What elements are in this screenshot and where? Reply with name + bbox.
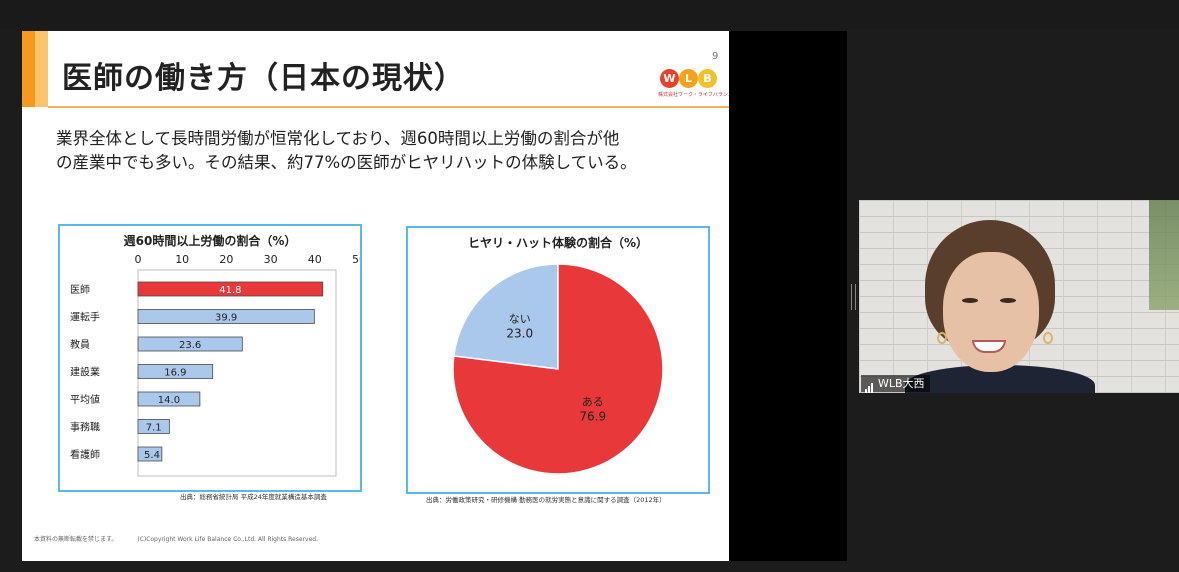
intro-line-1: 業界全体として長時間労働が恒常化しており、週60時間以上労働の割合が他 [56,129,620,148]
category-label: 運転手 [70,311,100,324]
category-label: 看護師 [70,448,100,461]
bar [137,364,214,379]
bar-value-label: 5.4 [144,450,160,461]
title-underline [48,106,729,108]
logo-letter-b: B [698,69,717,88]
logo-letter-w: W [660,69,679,88]
participant-name-label: WLB大西 [861,375,930,393]
bar [137,391,201,407]
participant-face [943,252,1039,372]
pie-chart-title: ヒヤリ・ハット体験の割合（%） [467,236,649,250]
bar-chart-title: 週60時間以上労働の割合（%） [123,234,297,248]
bar-chart: 0 10 20 30 40 50 医師 41.8 運転手 39.9 教員 23.6 建設業 16.9 平均値… [70,253,360,477]
panel-resize-handle[interactable] [851,284,856,310]
bar-value-label: 7.1 [146,423,162,434]
category-label: 医師 [70,283,90,296]
participant-eye-left [962,298,978,303]
title-accent-bar [22,31,35,107]
bar [137,336,243,352]
plant [1149,200,1179,310]
category-label: 平均値 [70,393,100,406]
bar-chart-source: 出典：総務省統計局 平成24年度就業構造基本調査 [180,493,327,501]
bar-chart-panel: 週60時間以上労働の割合（%） 0 10 20 30 40 50 医師 41.8 運転手 39.9… [58,224,362,492]
bar [137,446,163,462]
page-number: 9 [712,51,719,62]
signal-bars-icon [865,376,874,393]
top-bar [0,0,1179,30]
participant-video-tile[interactable]: WLB大西 [859,200,1179,393]
bar [137,419,170,434]
x-tick-label: 0 [135,253,142,266]
earring-right [1043,332,1053,344]
footer-note: 本資料の無断転載を禁じます。 [34,536,118,543]
category-label: 建設業 [70,366,100,379]
logo-letter-l: L [679,69,698,88]
participant-eye-right [1000,298,1016,303]
bar-value-label: 14.0 [158,395,180,406]
x-tick-label: 10 [175,253,189,266]
x-tick-label: 30 [264,253,278,266]
intro-line-2: の産業中でも多い。その結果、約77%の医師がヒヤリハットの体験している。 [56,153,637,172]
bar-value-label: 23.6 [179,340,201,351]
category-label: 教員 [70,338,90,351]
x-tick-label: 50 [352,253,360,266]
participant-name: WLB大西 [878,377,925,390]
pie-slice [452,263,559,370]
slide-letterbox [729,31,847,561]
bar [137,281,324,297]
bar [137,309,315,324]
wlb-logo: W L B 株式会社ワーク・ライフバランス [658,69,729,103]
pie-slice [452,263,664,475]
slide-title: 医師の働き方（日本の現状） [62,61,465,96]
logo-subtitle: 株式会社ワーク・ライフバランス [658,92,729,98]
footer-copyright: (C)Copyright Work Life Balance Co.,Ltd. … [137,536,318,543]
x-tick-label: 20 [219,253,233,266]
pie-chart-source: 出典：労働政策研究・研修機構 勤務医の就労実態と意識に関する調査（2012年） [426,496,666,504]
pie-chart-panel: ヒヤリ・ハット体験の割合（%） ない 23.0 ある 76.9 [406,226,710,494]
earring-left [937,332,947,344]
pie-slice-label: ない [509,313,531,326]
bar-value-label: 39.9 [215,313,237,324]
bar-value-label: 41.8 [219,285,241,296]
bar-value-label: 16.9 [164,368,186,379]
x-tick-label: 40 [308,253,322,266]
title-accent-bar-light [35,31,48,107]
slide-footer: 本資料の無断転載を禁じます。 (C)Copyright Work Life Ba… [34,534,336,543]
pie-slice-label: ある [582,395,604,408]
category-label: 事務職 [70,421,100,434]
shared-slide: 医師の働き方（日本の現状） 9 W L B 株式会社ワーク・ライフバランス 業界… [22,31,729,561]
pie-slice-value: 23.0 [506,327,533,341]
intro-text: 業界全体として長時間労働が恒常化しており、週60時間以上労働の割合が他 の産業中… [56,127,637,175]
pie-slice-value: 76.9 [579,409,606,423]
